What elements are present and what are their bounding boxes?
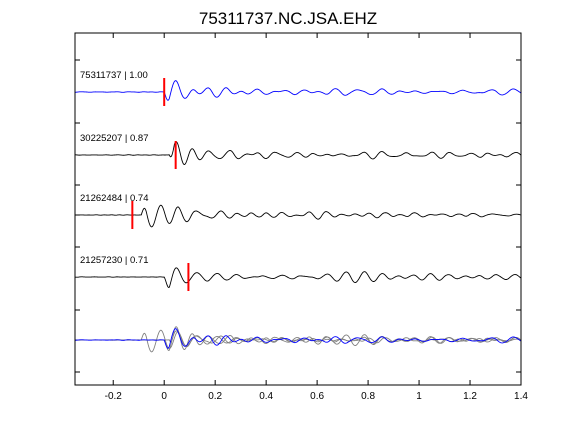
x-axis: -0.2 0 0.2 0.4 0.6 0.8 1 1.2 1.4	[105, 33, 528, 402]
y-axis-ticks	[75, 59, 521, 373]
trace-label-75311737: 75311737 | 1.00	[80, 70, 148, 81]
overlay-waveform-reference	[74, 328, 522, 349]
x-tick-label: 0.8	[361, 391, 375, 402]
trace-label-21262484: 21262484 | 0.74	[80, 193, 149, 204]
plot-area: 75311737 | 1.00 30225207 | 0.87 21262484 |…	[74, 70, 522, 353]
trace-label-21257230: 21257230 | 0.71	[80, 255, 149, 266]
waveform-30225207	[75, 141, 522, 165]
x-tick-label: -0.2	[105, 391, 123, 402]
x-tick-label: 1	[416, 391, 422, 402]
x-tick-label: 1.2	[463, 391, 477, 402]
x-tick-label: 0.6	[310, 391, 324, 402]
waveform-21257230	[74, 267, 522, 289]
x-tick-label: 0.2	[208, 391, 222, 402]
waveform-75311737	[74, 80, 522, 101]
chart-title: 75311737.NC.JSA.EHZ	[199, 9, 377, 28]
trace-label-30225207: 30225207 | 0.87	[80, 133, 149, 144]
waveform-21262484	[74, 204, 522, 228]
x-tick-label: 0.4	[259, 391, 273, 402]
x-tick-label: 0	[161, 391, 167, 402]
x-tick-label: 1.4	[514, 391, 528, 402]
axes-frame	[74, 32, 522, 386]
